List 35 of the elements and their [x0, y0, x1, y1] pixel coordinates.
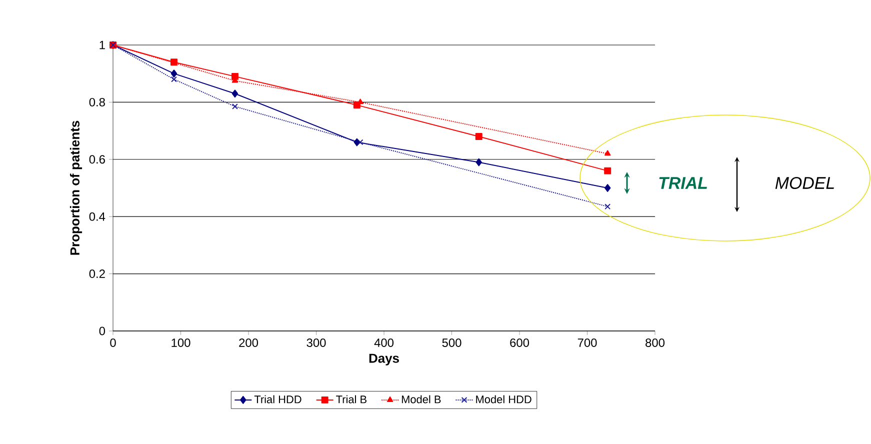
legend-label: Trial HDD: [254, 395, 302, 404]
legend-label: Model HDD: [476, 395, 532, 404]
point: [604, 184, 611, 192]
x-tick-label: 400: [374, 338, 394, 347]
legend-label: Model B: [402, 395, 441, 404]
x-tick-label: 200: [239, 338, 258, 347]
x-tick-label: 300: [306, 338, 326, 347]
y-axis-title: Proportion of patients: [70, 120, 82, 255]
y-tick-label: 0.4: [89, 212, 106, 221]
y-tick-label: 0.6: [89, 155, 105, 164]
point: [171, 76, 177, 82]
x-tick-label: 100: [172, 338, 190, 347]
y-tick-label: 0.2: [89, 270, 105, 278]
point: [476, 158, 482, 166]
text: MODEL: [775, 176, 834, 189]
point: [232, 90, 238, 98]
x-tick-label: 600: [510, 338, 530, 347]
point: [604, 167, 612, 174]
x-tick-label: 500: [442, 338, 462, 347]
point: [357, 139, 364, 146]
y-tick-label: 0: [99, 326, 106, 336]
point: [604, 150, 611, 156]
y-tick-label: 0.8: [89, 98, 105, 106]
x-axis-title: Days: [369, 354, 399, 366]
x-tick-label: 0: [110, 338, 116, 347]
point: [170, 70, 178, 78]
x-tick-label: 700: [578, 338, 597, 347]
point: [232, 104, 238, 110]
point: [170, 58, 178, 66]
point: [475, 133, 482, 140]
x-tick-label: 800: [646, 338, 665, 347]
text: TRIAL: [659, 177, 707, 189]
y-tick-label: 1: [100, 40, 105, 50]
point: [604, 204, 611, 210]
legend-label: Trial B: [336, 395, 366, 404]
